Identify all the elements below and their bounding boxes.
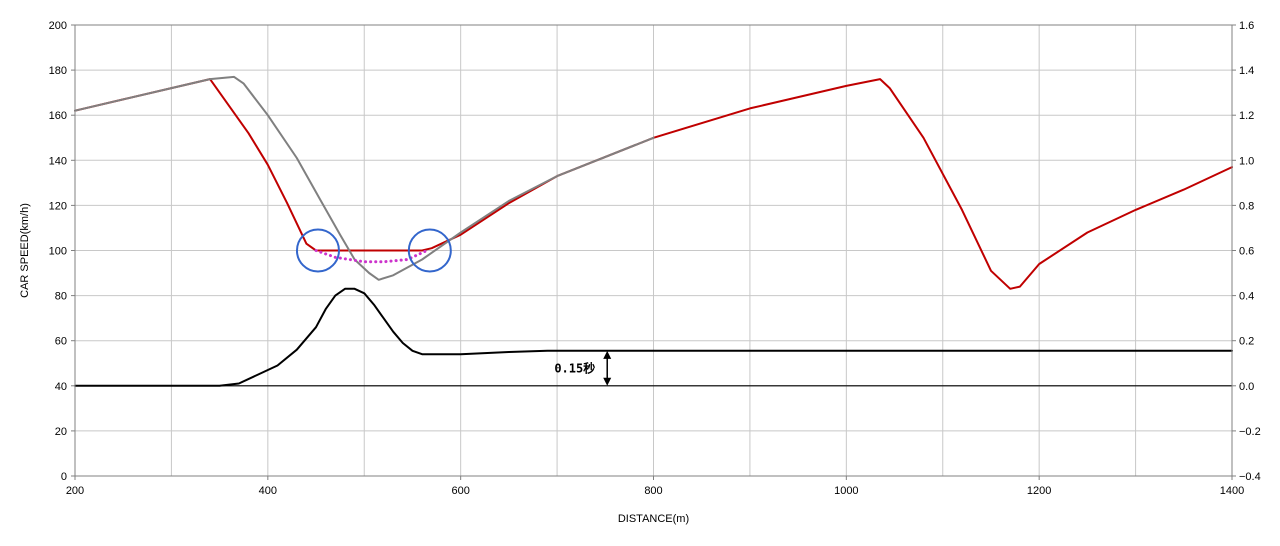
tick-labels: 200 400 600 800 1000 1200 1400 0 20 40 60 80 100 120 1… [49,20,1261,497]
y2-tick-label: −0.2 [1239,426,1261,438]
y2-tick-label: 1.0 [1239,155,1254,167]
y-tick-label: 40 [55,381,67,393]
y-tick-label: 160 [49,110,67,122]
y-tick-label: 180 [49,65,67,77]
y-tick-label: 0 [61,471,67,483]
x-axis-label: DISTANCE(m) [618,513,689,525]
arrow-head-up [603,350,612,359]
y-tick-label: 20 [55,426,67,438]
y2-tick-label: 1.4 [1239,65,1254,77]
highlight-circle [295,228,340,273]
arrow-head-down [603,377,612,386]
y-tick-label: 140 [49,155,67,167]
x-tick-label: 1200 [1027,485,1051,497]
y2-tick-label: −0.4 [1239,471,1261,483]
y-tick-label: 80 [55,291,67,303]
highlight-circle [407,228,452,273]
y-tick-label: 60 [55,336,67,348]
x-tick-label: 600 [451,485,469,497]
x-tick-label: 1000 [834,485,858,497]
y-axis-label: CAR SPEED(km/h) [19,203,31,298]
time-difference-label: 0.15秒 [554,360,595,375]
y-tick-label: 120 [49,200,67,212]
x-tick-label: 1400 [1220,485,1244,497]
series-line-3 [74,287,1233,387]
y-tick-label: 100 [49,246,67,258]
y2-tick-label: 1.6 [1239,20,1254,32]
y2-tick-label: 1.2 [1239,110,1254,122]
y2-tick-label: 0.8 [1239,200,1254,212]
highlight-circles [295,228,452,273]
difference-arrow [603,350,612,386]
y2-tick-label: 0.6 [1239,246,1254,258]
y2-tick-label: 0.2 [1239,336,1254,348]
series-group [74,75,1233,387]
series-line-1 [74,75,655,281]
x-tick-label: 200 [66,485,84,497]
y-tick-label: 200 [49,20,67,32]
x-tick-label: 400 [259,485,277,497]
grid-lines [75,25,1232,476]
y2-tick-label: 0.4 [1239,291,1254,303]
x-tick-label: 800 [644,485,662,497]
y2-tick-label: 0.0 [1239,381,1254,393]
